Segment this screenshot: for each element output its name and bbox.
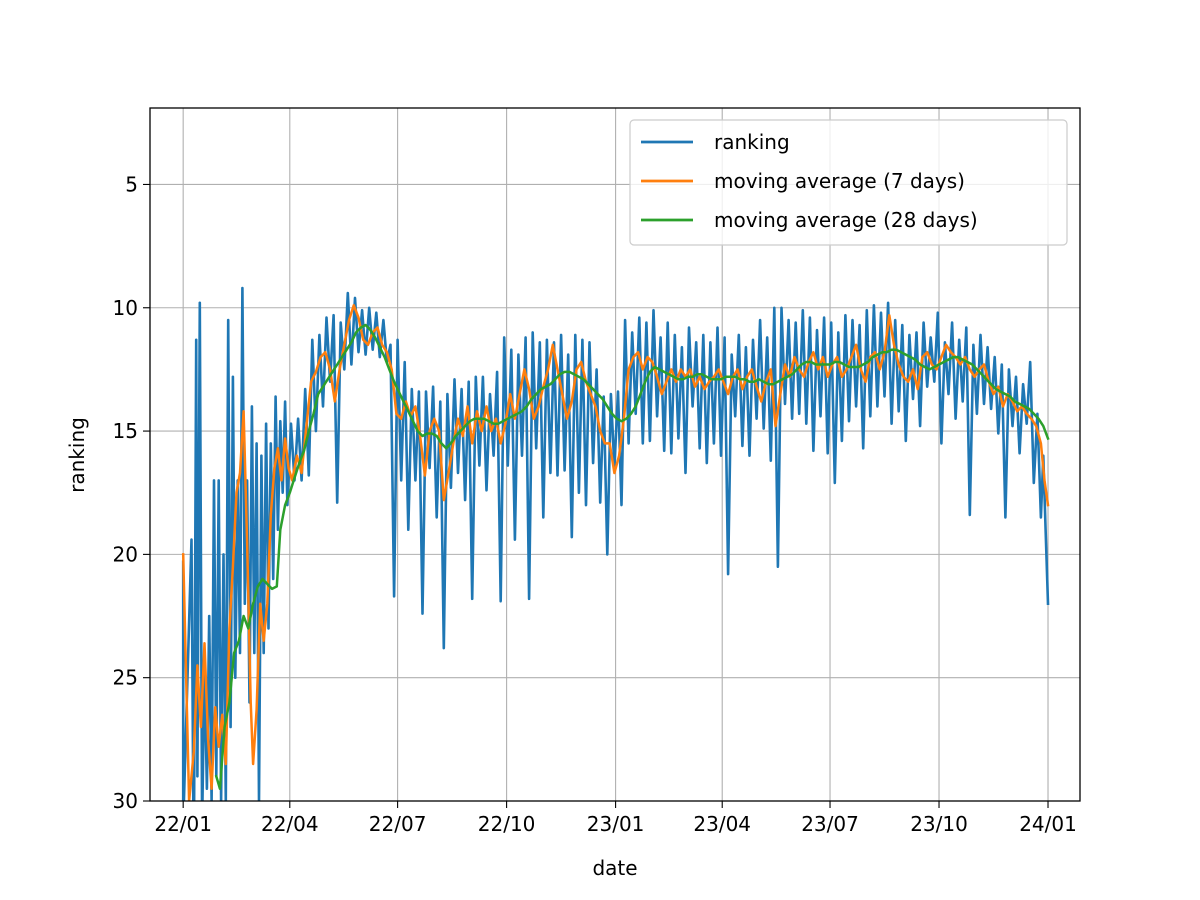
x-tick-label: 22/01 (154, 812, 212, 836)
plot-frame (149, 107, 1081, 802)
legend-label-ranking: ranking (714, 130, 790, 154)
x-tick-label: 23/04 (693, 812, 751, 836)
y-axis-label: ranking (65, 417, 89, 493)
x-tick-label: 22/04 (261, 812, 319, 836)
y-tick-label: 10 (113, 296, 138, 320)
x-tick-label: 23/10 (910, 812, 968, 836)
y-tick-label: 5 (125, 172, 138, 196)
x-tick-label: 22/10 (478, 812, 536, 836)
x-tick-label: 24/01 (1019, 812, 1077, 836)
y-tick-label: 20 (113, 542, 138, 566)
series-layer (181, 286, 1050, 801)
x-tick-label: 22/07 (369, 812, 427, 836)
y-tick-label: 15 (113, 419, 138, 443)
x-tick-label: 23/07 (801, 812, 859, 836)
ticks: 22/01 22/04 22/07 22/10 23/01 23/04 23/07 23/10… (113, 172, 1077, 836)
ranking-line (181, 286, 1050, 801)
moving-average-28-days-line (214, 323, 1050, 790)
legend-label-ma28: moving average (28 days) (714, 208, 978, 232)
x-tick-label: 23/01 (587, 812, 645, 836)
legend-box (629, 119, 1068, 246)
x-axis-label: date (592, 856, 637, 880)
moving-average-7-days-line (181, 304, 1050, 801)
y-tick-label: 30 (113, 789, 138, 813)
y-tick-label: 25 (113, 666, 138, 690)
legend: ranking moving average (7 days) moving ave… (629, 119, 1068, 246)
legend-label-ma7: moving average (7 days) (714, 169, 965, 193)
